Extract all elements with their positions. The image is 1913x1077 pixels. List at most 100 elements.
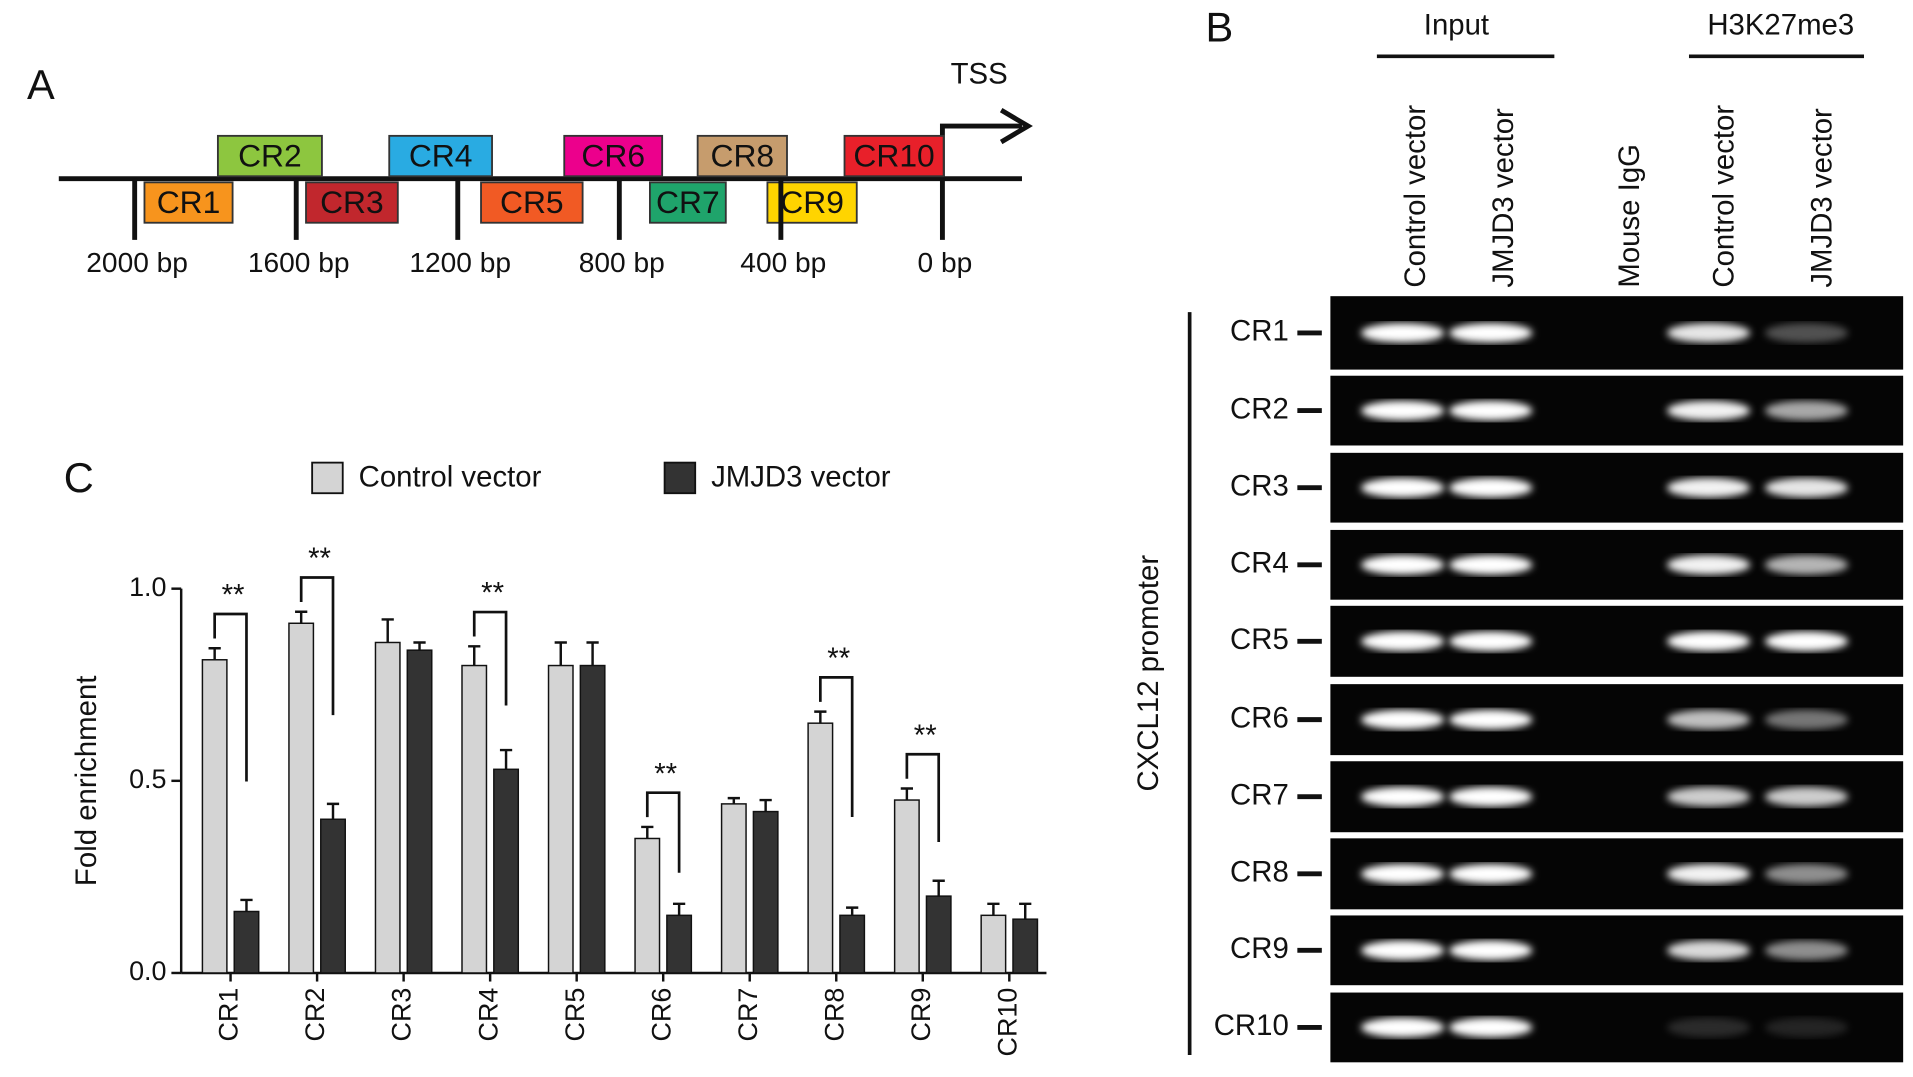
gel-band: [1449, 323, 1533, 343]
error-bar: [900, 787, 913, 801]
bar: [807, 722, 834, 974]
gel-band: [1666, 709, 1751, 730]
row-label: CR5: [1230, 623, 1289, 656]
error-bar: [413, 641, 426, 651]
error-bar: [672, 902, 686, 916]
gel-band: [1449, 477, 1533, 498]
gel-band: [1764, 477, 1849, 498]
error-bar: [208, 647, 221, 660]
lane-label: Control vector: [1707, 105, 1740, 288]
gel-band: [1449, 709, 1533, 730]
gel-band: [1666, 400, 1751, 421]
gel-band: [1764, 555, 1849, 575]
significance-bracket: [645, 791, 681, 873]
bar: [547, 664, 574, 974]
gel-band: [1764, 940, 1849, 961]
bar: [839, 914, 866, 974]
y-tick-label: 0.5: [129, 764, 166, 794]
gel-band: [1666, 477, 1751, 498]
tss-label: TSS: [951, 58, 1008, 91]
region-label: CR9: [780, 184, 844, 220]
gel-band: [1764, 323, 1849, 343]
x-tick-label: CR8: [819, 988, 849, 1042]
bar: [461, 664, 488, 974]
region-label: CR10: [853, 137, 934, 173]
scale-label: 1600 bp: [248, 247, 350, 278]
region-box: [480, 181, 584, 224]
gel-band: [1764, 631, 1849, 652]
row-label: CR3: [1230, 469, 1289, 502]
row-label: CR8: [1230, 856, 1289, 889]
gel-band: [1764, 709, 1849, 730]
error-bar: [846, 906, 859, 916]
region-box: [216, 134, 323, 178]
gel-band: [1449, 1017, 1533, 1038]
x-tick-label: CR1: [214, 988, 244, 1042]
gel-band: [1449, 864, 1533, 884]
lane-label: JMJD3 vector: [1805, 108, 1838, 288]
gel-band: [1360, 709, 1445, 730]
y-axis-label: Fold enrichment: [70, 676, 103, 887]
bar: [752, 810, 779, 974]
x-tick-label: CR9: [906, 988, 936, 1042]
panel-label: B: [1206, 4, 1234, 51]
x-tick-label: CR7: [733, 988, 763, 1042]
y-tick-label: 1.0: [129, 572, 166, 602]
scale-label: 800 bp: [579, 247, 665, 278]
gel-band: [1360, 555, 1445, 575]
region-label: CR8: [711, 137, 775, 173]
significance-label: **: [308, 542, 331, 575]
bar: [980, 914, 1007, 974]
x-tick-label: CR5: [560, 988, 590, 1042]
lane-label: JMJD3 vector: [1487, 108, 1520, 288]
error-bar: [240, 898, 253, 912]
row-label: CR10: [1214, 1009, 1289, 1042]
error-bar: [554, 641, 567, 666]
significance-bracket: [818, 676, 854, 817]
gel-band: [1666, 631, 1751, 652]
significance-label: **: [827, 642, 850, 675]
significance-bracket: [213, 612, 248, 782]
bar: [201, 659, 228, 974]
error-bar: [759, 798, 772, 812]
error-bar: [814, 710, 827, 724]
gel-band: [1360, 940, 1445, 961]
bar: [893, 799, 920, 974]
region-label: CR5: [500, 184, 564, 220]
bar: [634, 837, 661, 974]
error-bar: [1019, 902, 1032, 920]
row-label: CR6: [1230, 701, 1289, 734]
region-box: [388, 134, 493, 178]
gel-band: [1360, 631, 1445, 652]
panel-label: C: [64, 454, 94, 501]
region-box: [696, 134, 788, 178]
legend-label: Control vector: [359, 460, 542, 493]
scale-label: 0 bp: [917, 247, 972, 278]
gel-band: [1666, 940, 1751, 961]
significance-label: **: [481, 577, 504, 610]
row-label: CR7: [1230, 779, 1289, 812]
gel-band: [1449, 400, 1533, 421]
error-bar: [468, 645, 481, 666]
row-label: CR4: [1230, 547, 1289, 580]
gel-band: [1666, 555, 1751, 575]
x-tick-label: CR3: [387, 988, 417, 1042]
gel-band: [1666, 864, 1751, 884]
bar: [925, 895, 952, 974]
region-label: CR1: [157, 184, 221, 220]
row-label: CR9: [1230, 932, 1289, 965]
row-label: CR2: [1230, 392, 1289, 425]
bar: [233, 910, 260, 974]
gel-band: [1449, 786, 1533, 807]
error-bar: [499, 748, 513, 770]
lane-label: Control vector: [1399, 105, 1432, 288]
gel-band: [1764, 786, 1849, 807]
error-bar: [326, 802, 340, 820]
error-bar: [641, 825, 654, 839]
gel-band: [1360, 477, 1445, 498]
group-label: Input: [1424, 9, 1489, 42]
gel-band: [1449, 940, 1533, 961]
region-box: [143, 181, 234, 224]
error-bar: [586, 641, 599, 666]
